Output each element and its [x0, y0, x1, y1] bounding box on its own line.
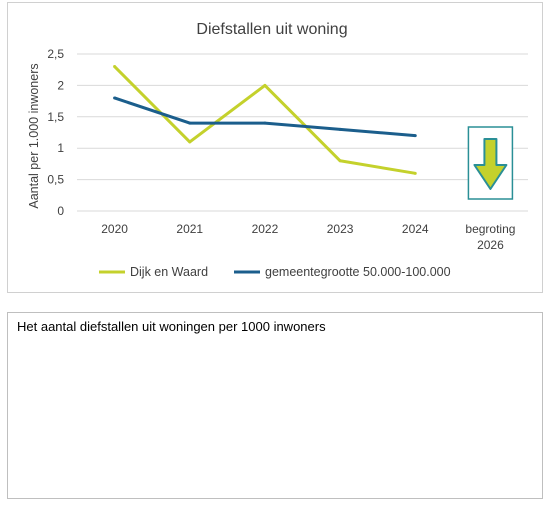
data-point: [338, 127, 342, 131]
legend-label: Dijk en Waard: [130, 265, 208, 279]
y-tick-label: 1,5: [47, 110, 64, 124]
y-tick-labels: 0 0,5 1 1,5 2 2,5: [47, 47, 64, 218]
x-tick-label: 2024: [402, 222, 429, 236]
y-tick-label: 1: [57, 141, 64, 155]
gridlines: [77, 53, 528, 212]
data-point: [263, 83, 267, 87]
arrow-down-icon: [467, 126, 514, 200]
description-text: Het aantal diefstallen uit woningen per …: [17, 319, 326, 334]
y-axis-label: Aantal per 1.000 inwoners: [27, 63, 41, 208]
y-tick-label: 2,5: [47, 47, 64, 61]
data-point: [263, 121, 267, 125]
data-point: [413, 171, 417, 175]
series-lines: [113, 65, 417, 175]
legend: Dijk en Waard gemeentegrootte 50.000-100.…: [99, 265, 451, 279]
series-line: [113, 65, 416, 175]
line-chart: Diefstallen uit woning Aantal per 1.000 …: [27, 21, 528, 279]
y-tick-label: 2: [57, 78, 64, 92]
x-tick-label: begroting 2026: [465, 222, 515, 252]
y-tick-label: 0: [57, 204, 64, 218]
x-tick-labels: 2020 2021 2022 2023 2024 begroting 2026: [101, 222, 515, 252]
x-tick-label: 2023: [327, 222, 354, 236]
data-point: [413, 134, 417, 138]
data-point: [113, 96, 117, 100]
chart-title: Diefstallen uit woning: [196, 21, 347, 38]
x-tick-label: 2020: [101, 222, 128, 236]
description-panel: Het aantal diefstallen uit woningen per …: [7, 312, 543, 499]
arrow-down-shape: [473, 138, 508, 190]
data-point: [188, 121, 192, 125]
x-tick-label: 2021: [176, 222, 203, 236]
x-tick-label: 2022: [252, 222, 279, 236]
data-point: [338, 159, 342, 163]
data-point: [188, 140, 192, 144]
data-point: [113, 65, 117, 69]
chart-panel: Diefstallen uit woning Aantal per 1.000 …: [7, 2, 543, 293]
y-tick-label: 0,5: [47, 173, 64, 187]
legend-label: gemeentegrootte 50.000-100.000: [265, 265, 451, 279]
